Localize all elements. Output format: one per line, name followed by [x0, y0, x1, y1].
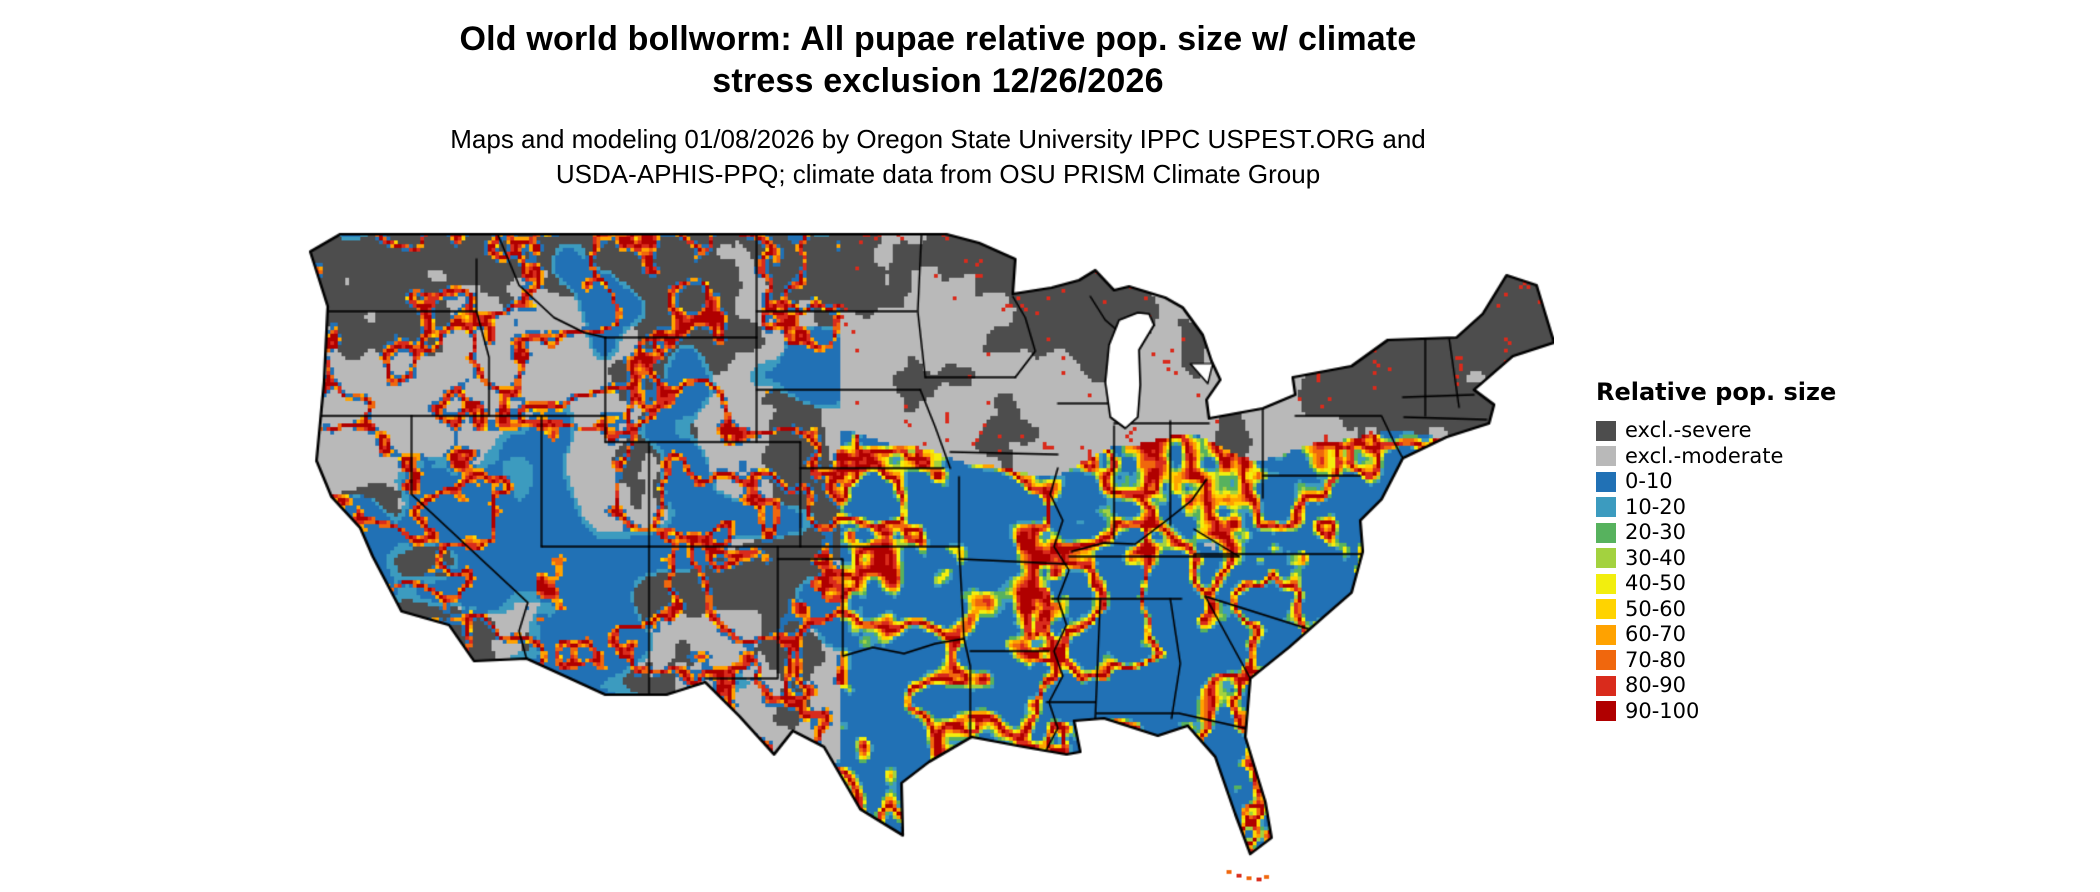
legend-swatch — [1596, 624, 1616, 645]
legend-label: 0-10 — [1625, 469, 1673, 494]
map-subtitle-line2: USDA-APHIS-PPQ; climate data from OSU PR… — [555, 159, 1321, 189]
legend-label: 50-60 — [1625, 596, 1687, 621]
legend-label: 30-40 — [1625, 545, 1687, 570]
legend-item: 90-100 — [1596, 699, 1836, 725]
map-title-line2: stress exclusion 12/26/2026 — [712, 62, 1164, 100]
legend-label: 80-90 — [1625, 673, 1687, 698]
legend-swatch — [1596, 471, 1616, 492]
legend-items: excl.-severe excl.-moderate 0-10 10-20 2… — [1596, 418, 1836, 724]
legend-swatch — [1596, 522, 1616, 543]
legend-swatch — [1596, 675, 1616, 696]
legend-swatch — [1596, 573, 1616, 594]
legend-item: 10-20 — [1596, 495, 1836, 521]
legend-swatch — [1596, 599, 1616, 620]
legend-label: 70-80 — [1625, 647, 1687, 672]
legend-item: 0-10 — [1596, 469, 1836, 495]
legend-label: excl.-severe — [1625, 418, 1752, 443]
legend-label: 10-20 — [1625, 494, 1687, 519]
us-map-canvas — [304, 218, 1554, 890]
map-subtitle: Maps and modeling 01/08/2026 by Oregon S… — [338, 122, 1538, 192]
map-title: Old world bollworm: All pupae relative p… — [338, 18, 1538, 102]
legend-label: 20-30 — [1625, 520, 1687, 545]
legend-label: excl.-moderate — [1625, 443, 1784, 468]
legend-swatch — [1596, 420, 1616, 441]
legend-item: excl.-moderate — [1596, 444, 1836, 470]
legend-swatch — [1596, 701, 1616, 722]
map-subtitle-line1: Maps and modeling 01/08/2026 by Oregon S… — [450, 124, 1426, 154]
legend-item: 60-70 — [1596, 622, 1836, 648]
legend-item: 20-30 — [1596, 520, 1836, 546]
legend-item: 40-50 — [1596, 571, 1836, 597]
legend-item: 30-40 — [1596, 546, 1836, 572]
legend-swatch — [1596, 548, 1616, 569]
us-map — [304, 218, 1554, 890]
legend-label: 40-50 — [1625, 571, 1687, 596]
legend-label: 60-70 — [1625, 622, 1687, 647]
legend-swatch — [1596, 650, 1616, 671]
legend: Relative pop. size excl.-severe excl.-mo… — [1596, 378, 1836, 724]
legend-title: Relative pop. size — [1596, 378, 1837, 406]
legend-item: 70-80 — [1596, 648, 1836, 674]
legend-swatch — [1596, 497, 1616, 518]
legend-item: 50-60 — [1596, 597, 1836, 623]
legend-swatch — [1596, 446, 1616, 467]
legend-label: 90-100 — [1625, 698, 1700, 723]
map-title-line1: Old world bollworm: All pupae relative p… — [459, 20, 1417, 58]
legend-item: excl.-severe — [1596, 418, 1836, 444]
legend-item: 80-90 — [1596, 673, 1836, 699]
